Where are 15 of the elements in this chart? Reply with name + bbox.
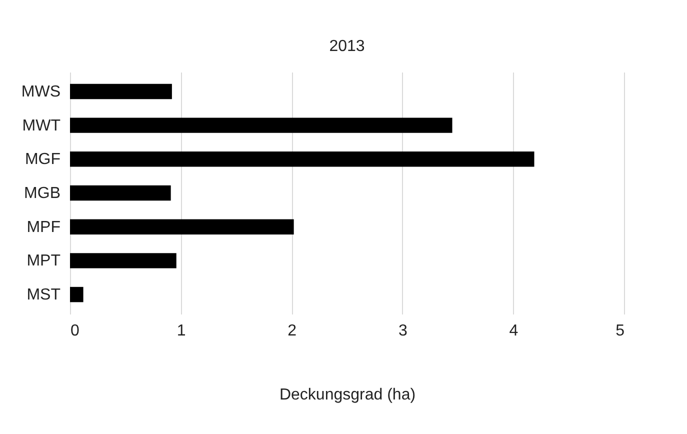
y-tick-label: MST xyxy=(26,286,61,304)
x-tick-label: 2 xyxy=(288,322,297,340)
y-tick-label: MWS xyxy=(21,83,60,100)
y-tick-label: MWT xyxy=(22,117,61,134)
x-tick-label: 4 xyxy=(509,322,518,340)
x-axis-title: Deckungsgrad (ha) xyxy=(279,386,416,404)
y-tick-label: MPF xyxy=(26,218,61,236)
x-tick-label: 0 xyxy=(70,322,80,340)
x-tick-label: 3 xyxy=(398,322,408,340)
x-tick-label: 1 xyxy=(176,322,186,340)
y-tick-label: MGF xyxy=(24,151,61,168)
x-tick-label: 5 xyxy=(616,322,625,340)
y-tick-label: MPT xyxy=(26,252,61,270)
chart-title: 2013 xyxy=(329,38,365,55)
y-tick-label: MGB xyxy=(24,185,60,202)
